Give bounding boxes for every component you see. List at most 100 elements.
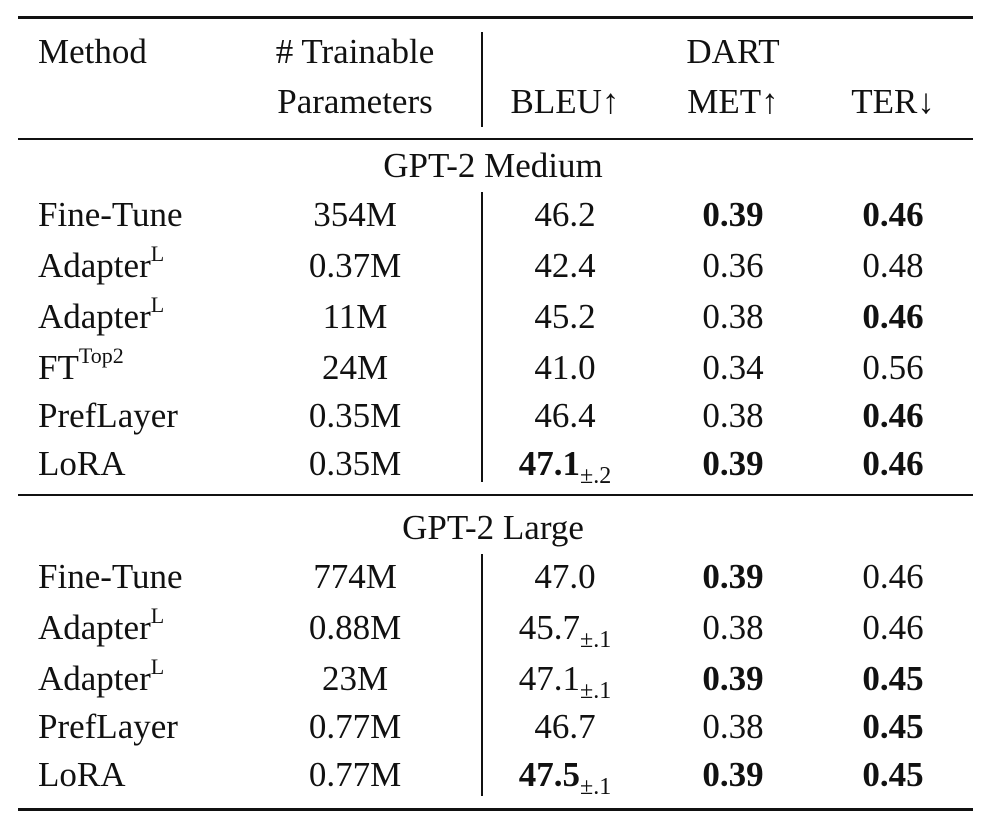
method-name: Adapter xyxy=(38,246,151,285)
method-name: Fine-Tune xyxy=(38,195,183,234)
params-cell: 0.77M xyxy=(308,707,402,746)
header-params-line1: # Trainable xyxy=(275,32,435,71)
method-cell: PrefLayer xyxy=(38,398,178,433)
bleu-stddev: ±.1 xyxy=(580,627,612,653)
bleu-stddev: ±.1 xyxy=(580,678,612,704)
method-cell: LoRA xyxy=(38,446,126,481)
bleu-cell: 45.7±.1 xyxy=(490,608,640,652)
method-name: PrefLayer xyxy=(38,707,178,746)
met-cell: 0.34 xyxy=(702,348,764,387)
bleu-stddev: ±.2 xyxy=(580,463,612,489)
params-cell: 0.77M xyxy=(308,755,402,794)
method-name: Adapter xyxy=(38,659,151,698)
method-name: Fine-Tune xyxy=(38,557,183,596)
method-cell: PrefLayer xyxy=(38,709,178,744)
bleu-cell: 47.0 xyxy=(490,559,640,594)
bottom-rule xyxy=(18,808,973,811)
ter-cell: 0.56 xyxy=(862,348,924,387)
bleu-value: 47.1 xyxy=(518,659,581,698)
method-superscript: L xyxy=(150,292,165,317)
method-cell: AdapterL xyxy=(38,243,164,285)
bleu-value: 45.7 xyxy=(518,608,581,647)
bleu-value: 46.7 xyxy=(534,707,596,746)
method-name: LoRA xyxy=(38,444,126,483)
header-bleu: BLEU↑ xyxy=(510,82,620,121)
method-cell: AdapterL xyxy=(38,294,164,336)
method-name: LoRA xyxy=(38,755,126,794)
bleu-value: 41.0 xyxy=(534,348,596,387)
ter-cell: 0.45 xyxy=(862,755,924,794)
params-cell: 0.88M xyxy=(308,608,402,647)
header-params-line2: Parameters xyxy=(277,82,433,121)
bleu-cell: 42.4 xyxy=(490,248,640,283)
section-title: GPT-2 Large xyxy=(402,508,584,547)
bleu-value: 47.0 xyxy=(534,557,596,596)
met-cell: 0.38 xyxy=(702,297,764,336)
top-rule xyxy=(18,16,973,19)
method-cell: LoRA xyxy=(38,757,126,792)
method-name: Adapter xyxy=(38,297,151,336)
bleu-cell: 41.0 xyxy=(490,350,640,385)
bleu-value: 42.4 xyxy=(534,246,596,285)
met-cell: 0.39 xyxy=(702,195,764,234)
method-superscript: Top2 xyxy=(78,343,124,368)
params-cell: 24M xyxy=(321,348,389,387)
ter-cell: 0.46 xyxy=(862,297,924,336)
met-cell: 0.38 xyxy=(702,608,764,647)
met-cell: 0.39 xyxy=(702,755,764,794)
header-ter: TER↓ xyxy=(851,82,935,121)
method-name: FT xyxy=(38,348,79,387)
params-cell: 23M xyxy=(321,659,389,698)
header-method: Method xyxy=(38,32,147,71)
bleu-cell: 46.7 xyxy=(490,709,640,744)
method-name: Adapter xyxy=(38,608,151,647)
bleu-cell: 47.1±.1 xyxy=(490,659,640,703)
ter-cell: 0.45 xyxy=(862,707,924,746)
ter-cell: 0.46 xyxy=(862,195,924,234)
ter-cell: 0.48 xyxy=(862,246,924,285)
method-superscript: L xyxy=(150,654,165,679)
met-cell: 0.39 xyxy=(702,557,764,596)
met-cell: 0.39 xyxy=(702,444,764,483)
ter-cell: 0.46 xyxy=(862,396,924,435)
bleu-cell: 46.4 xyxy=(490,398,640,433)
method-cell: Fine-Tune xyxy=(38,197,183,232)
params-cell: 0.35M xyxy=(308,396,402,435)
method-superscript: L xyxy=(150,603,165,628)
ter-cell: 0.45 xyxy=(862,659,924,698)
bleu-cell: 47.1±.2 xyxy=(490,444,640,488)
met-cell: 0.39 xyxy=(702,659,764,698)
method-cell: AdapterL xyxy=(38,656,164,698)
column-divider xyxy=(481,32,483,127)
method-cell: AdapterL xyxy=(38,605,164,647)
bleu-value: 45.2 xyxy=(534,297,596,336)
method-name: PrefLayer xyxy=(38,396,178,435)
met-cell: 0.38 xyxy=(702,396,764,435)
params-cell: 11M xyxy=(322,297,388,336)
bleu-value: 46.2 xyxy=(534,195,596,234)
column-divider xyxy=(481,554,483,796)
section-rule xyxy=(18,494,973,496)
ter-cell: 0.46 xyxy=(862,557,924,596)
method-cell: Fine-Tune xyxy=(38,559,183,594)
ter-cell: 0.46 xyxy=(862,608,924,647)
ter-cell: 0.46 xyxy=(862,444,924,483)
bleu-value: 47.1 xyxy=(518,444,581,483)
header-dataset: DART xyxy=(686,32,780,71)
bleu-cell: 45.2 xyxy=(490,299,640,334)
params-cell: 0.37M xyxy=(308,246,402,285)
bleu-value: 47.5 xyxy=(518,755,581,794)
bleu-stddev: ±.1 xyxy=(580,774,612,800)
bleu-value: 46.4 xyxy=(534,396,596,435)
column-divider xyxy=(481,192,483,482)
bleu-cell: 47.5±.1 xyxy=(490,755,640,799)
params-cell: 0.35M xyxy=(308,444,402,483)
header-met: MET↑ xyxy=(687,82,779,121)
params-cell: 774M xyxy=(313,557,397,596)
met-cell: 0.38 xyxy=(702,707,764,746)
method-superscript: L xyxy=(150,241,165,266)
header-rule xyxy=(18,138,973,140)
params-cell: 354M xyxy=(313,195,397,234)
bleu-cell: 46.2 xyxy=(490,197,640,232)
section-title: GPT-2 Medium xyxy=(383,146,603,185)
